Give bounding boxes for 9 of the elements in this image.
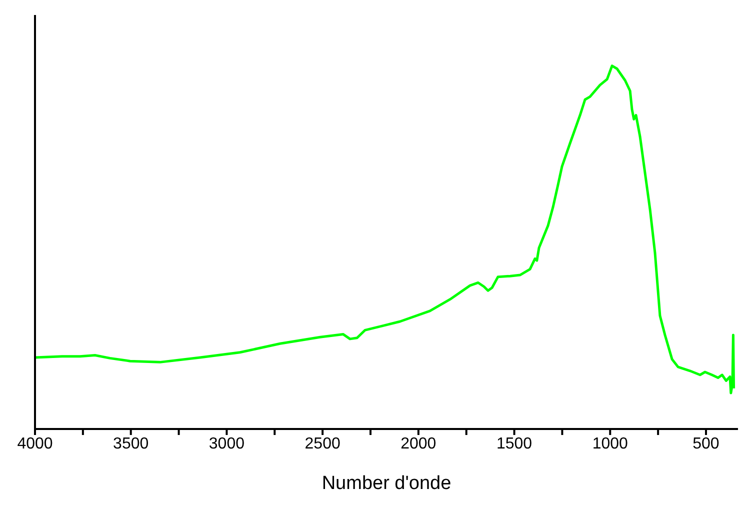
x-tick-label: 1000 <box>592 435 628 452</box>
x-tick-label: 2000 <box>400 435 436 452</box>
x-tick-label: 3500 <box>113 435 149 452</box>
x-axis-title: Number d'onde <box>322 473 452 494</box>
x-tick-label: 2500 <box>304 435 340 452</box>
x-tick-label: 4000 <box>17 435 53 452</box>
x-tick-label: 1500 <box>496 435 532 452</box>
x-tick-label: 3000 <box>208 435 245 452</box>
x-tick-label: 500 <box>692 435 720 452</box>
